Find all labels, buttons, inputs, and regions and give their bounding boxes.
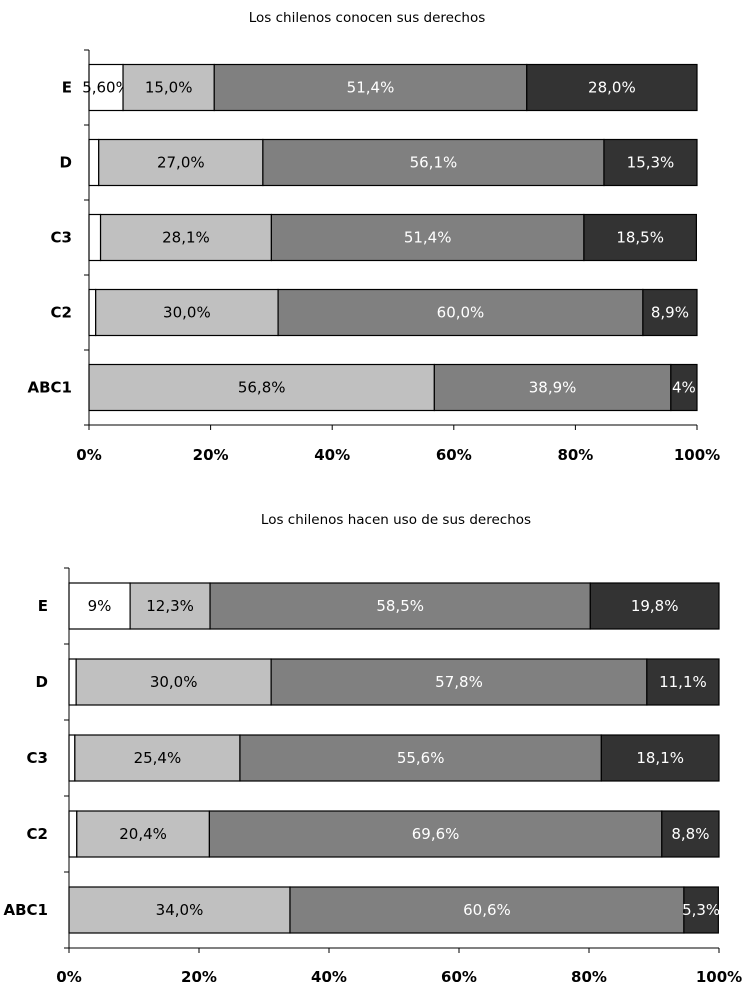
bar-segment	[122, 63, 215, 112]
bar-segment	[683, 886, 719, 934]
data-label: 28,0%	[588, 79, 636, 97]
data-label: 56,8%	[238, 379, 286, 397]
data-label: 55,6%	[397, 749, 445, 767]
bar-segment	[589, 582, 720, 630]
x-tick-label: 80%	[571, 968, 607, 986]
bar-segment	[270, 658, 648, 706]
chart-hacen-uso-derechos: Los chilenos hacen uso de sus derechos 0…	[4, 512, 743, 986]
bar-segment	[208, 810, 663, 858]
bar-segment	[76, 810, 211, 858]
category-label: C3	[27, 749, 48, 767]
x-tick-label: 100%	[696, 968, 742, 986]
category-label: C2	[51, 304, 72, 322]
data-label: 5,3%	[682, 901, 720, 919]
bar-segment	[213, 63, 528, 112]
data-label: 58,5%	[376, 597, 424, 615]
x-tick-label: 0%	[56, 968, 81, 986]
bar-segment	[68, 734, 76, 782]
x-tick-label: 20%	[181, 968, 217, 986]
x-tick-label: 100%	[674, 446, 720, 464]
data-label: 20,4%	[119, 825, 167, 843]
data-label: 30,0%	[150, 673, 198, 691]
bar-segment	[68, 810, 78, 858]
bar-segment	[433, 363, 672, 412]
bar-segment	[661, 810, 720, 858]
bar-segment	[68, 658, 77, 706]
data-label: 38,9%	[529, 379, 577, 397]
category-label: ABC1	[28, 379, 73, 397]
bar-segment	[583, 213, 697, 262]
bar-segment	[239, 734, 602, 782]
bar-segment	[600, 734, 720, 782]
data-label: 8,9%	[651, 304, 689, 322]
bar-segment	[75, 658, 272, 706]
bar-segment	[74, 734, 241, 782]
data-label: 15,3%	[627, 154, 675, 172]
bar-segment	[88, 138, 100, 187]
data-label: 57,8%	[435, 673, 483, 691]
bar-segment	[129, 582, 211, 630]
data-label: 15,0%	[145, 79, 193, 97]
bar-segment	[68, 582, 131, 630]
data-label: 28,1%	[162, 229, 210, 247]
data-label: 12,3%	[146, 597, 194, 615]
bar-segment	[88, 288, 97, 337]
data-label: 56,1%	[410, 154, 458, 172]
data-label: 69,6%	[412, 825, 460, 843]
x-tick-label: 60%	[436, 446, 472, 464]
x-tick-label: 80%	[557, 446, 593, 464]
category-label: C3	[51, 229, 72, 247]
category-label: D	[36, 673, 48, 691]
category-label: C2	[27, 825, 48, 843]
bar-segment	[88, 213, 102, 262]
data-label: 27,0%	[157, 154, 205, 172]
bar-segment	[68, 886, 291, 934]
x-tick-label: 20%	[193, 446, 229, 464]
bar-segment	[670, 363, 698, 412]
x-tick-label: 0%	[76, 446, 101, 464]
bar-segment	[277, 288, 644, 337]
bar-segment	[209, 582, 591, 630]
data-label: 30,0%	[163, 304, 211, 322]
category-label: E	[62, 79, 72, 97]
data-label: 51,4%	[404, 229, 452, 247]
x-tick-label: 40%	[311, 968, 347, 986]
data-label: 18,1%	[636, 749, 684, 767]
data-label: 4%	[672, 379, 696, 397]
data-label: 60,6%	[463, 901, 511, 919]
data-label: 11,1%	[659, 673, 707, 691]
category-label: ABC1	[4, 901, 49, 919]
data-label: 34,0%	[156, 901, 204, 919]
data-label: 19,8%	[631, 597, 679, 615]
data-label: 60,0%	[437, 304, 485, 322]
bar-segment	[95, 288, 279, 337]
bar-segment	[603, 138, 698, 187]
category-label: D	[60, 154, 72, 172]
data-label: 51,4%	[347, 79, 395, 97]
category-label: E	[38, 597, 48, 615]
bar-segment	[642, 288, 698, 337]
x-tick-label: 60%	[441, 968, 477, 986]
chart-title: Los chilenos conocen sus derechos	[249, 10, 486, 26]
bar-segment	[646, 658, 720, 706]
bar-segment	[270, 213, 585, 262]
chart-title: Los chilenos hacen uso de sus derechos	[261, 512, 531, 528]
data-label: 5,60%	[82, 79, 130, 97]
chart-conocen-derechos: Los chilenos conocen sus derechos 0% 20% 4…	[28, 10, 721, 464]
bar-segment	[88, 363, 435, 412]
data-label: 18,5%	[616, 229, 664, 247]
data-label: 25,4%	[134, 749, 182, 767]
data-label: 9%	[88, 597, 112, 615]
x-tick-label: 40%	[314, 446, 350, 464]
bar-segment	[526, 63, 698, 112]
data-label: 8,8%	[671, 825, 709, 843]
